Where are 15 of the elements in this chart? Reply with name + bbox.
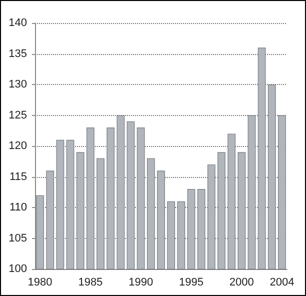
- y-tick-label: 105: [8, 232, 27, 244]
- y-tick-label: 110: [9, 202, 27, 214]
- y-tick-label: 140: [8, 17, 27, 29]
- y-tick-label: 120: [8, 140, 27, 152]
- y-tick-label: 135: [8, 48, 27, 60]
- x-tick-label: 1985: [78, 276, 103, 288]
- x-tick-label: 1995: [179, 276, 204, 288]
- y-tick-label: 115: [9, 170, 27, 183]
- y-tick-label: 130: [8, 78, 27, 90]
- x-tick-label: 1980: [28, 276, 52, 288]
- x-tick-label: 2004: [270, 276, 294, 288]
- x-tick-label: 2000: [229, 276, 254, 288]
- x-tick-label: 1990: [128, 276, 154, 288]
- y-tick-label: 125: [8, 109, 27, 122]
- y-tick-label: 100: [8, 263, 27, 275]
